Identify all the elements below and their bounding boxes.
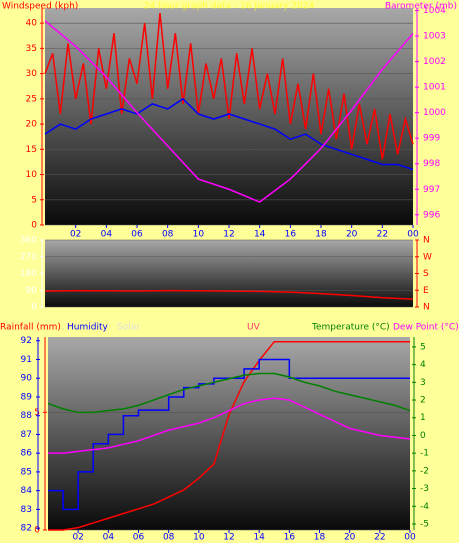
y2-tick-label: 1004 bbox=[423, 6, 446, 16]
y3-tick-label: 91 bbox=[21, 355, 32, 365]
y2-tick-label: 4 bbox=[420, 360, 426, 370]
y-tick-label: 25 bbox=[26, 94, 37, 104]
y2-tick-label: 1000 bbox=[423, 108, 446, 118]
x-tick-label: 06 bbox=[131, 230, 143, 240]
y2-tick-label: 996 bbox=[423, 210, 440, 220]
y2-tick-label: -2 bbox=[420, 466, 429, 476]
x-tick-label: 12 bbox=[223, 230, 234, 240]
y-tick-label: 180 bbox=[20, 269, 37, 279]
x-tick-label: 00 bbox=[404, 533, 416, 543]
x-tick-label: 14 bbox=[254, 230, 266, 240]
series-line bbox=[48, 397, 411, 454]
y2-tick-label: 0 bbox=[420, 431, 426, 441]
y2-tick-label: -5 bbox=[420, 519, 429, 529]
y3-tick-label: 92 bbox=[21, 336, 32, 346]
y2-tick-label: N bbox=[423, 236, 430, 246]
x-tick-label: 02 bbox=[70, 230, 81, 240]
y-tick-label: 20 bbox=[26, 120, 38, 130]
x-tick-label: 22 bbox=[377, 230, 388, 240]
y2-tick-label: S bbox=[423, 269, 429, 279]
x-tick-label: 02 bbox=[72, 533, 83, 543]
y3-tick-label: 87 bbox=[21, 430, 32, 440]
x-tick-label: 08 bbox=[163, 533, 175, 543]
y-tick-label: 0 bbox=[34, 526, 40, 536]
x-tick-label: 08 bbox=[162, 230, 174, 240]
y2-tick-label: 1 bbox=[420, 413, 426, 423]
y-tick-label: 0 bbox=[31, 303, 37, 313]
y-tick-label: 5 bbox=[31, 195, 37, 205]
y2-tick-label: W bbox=[423, 252, 432, 262]
y3-tick-label: 83 bbox=[21, 505, 32, 515]
axis-label: UV bbox=[247, 323, 261, 333]
y-tick-label: 10 bbox=[26, 170, 38, 180]
y-tick-label: 35 bbox=[26, 44, 37, 54]
series-line bbox=[44, 97, 414, 171]
chart-title: 24 hour graph data - 16 January 2024 bbox=[144, 2, 315, 12]
y3-tick-label: 89 bbox=[21, 392, 33, 402]
y3-tick-label: 86 bbox=[21, 449, 33, 459]
y2-tick-label: 997 bbox=[423, 185, 440, 195]
y3-tick-label: 84 bbox=[21, 486, 33, 496]
x-tick-label: 22 bbox=[374, 533, 385, 543]
x-tick-label: 18 bbox=[314, 533, 326, 543]
y2-tick-label: N bbox=[423, 303, 430, 313]
series-line bbox=[48, 340, 410, 531]
y2-tick-label: E bbox=[423, 286, 429, 296]
axis-label: Windspeed (kph) bbox=[2, 2, 78, 12]
x-tick-label: 20 bbox=[346, 230, 358, 240]
y-tick-label: 270 bbox=[20, 252, 37, 262]
x-tick-label: 16 bbox=[284, 533, 296, 543]
x-tick-label: 14 bbox=[253, 533, 265, 543]
series-line bbox=[44, 289, 414, 300]
y-tick-label: 30 bbox=[26, 69, 38, 79]
x-tick-label: 06 bbox=[133, 533, 145, 543]
y2-tick-label: 998 bbox=[423, 159, 440, 169]
y-tick-label: 0 bbox=[31, 221, 37, 231]
series-line bbox=[47, 372, 411, 414]
x-tick-label: 04 bbox=[103, 533, 115, 543]
y-tick-label: 90 bbox=[26, 286, 38, 296]
y2-tick-label: -1 bbox=[420, 449, 429, 459]
y2-tick-label: 3 bbox=[420, 378, 426, 388]
y-tick-label: 360 bbox=[20, 236, 37, 246]
x-tick-label: 20 bbox=[344, 533, 356, 543]
axis-label: Humidity bbox=[67, 323, 108, 333]
plot-background bbox=[48, 337, 410, 530]
x-tick-label: 16 bbox=[285, 230, 297, 240]
y-tick-label: 5 bbox=[34, 408, 40, 418]
y2-tick-label: -4 bbox=[420, 502, 429, 512]
y2-tick-label: 2 bbox=[420, 396, 426, 406]
y3-tick-label: 85 bbox=[21, 467, 32, 477]
axis-label: Barometer (mb) bbox=[385, 2, 457, 12]
x-tick-label: 00 bbox=[407, 230, 419, 240]
y2-tick-label: 999 bbox=[423, 134, 440, 144]
y2-tick-label: 1002 bbox=[423, 57, 446, 67]
y-tick-label: 15 bbox=[26, 145, 37, 155]
y-tick-label: 40 bbox=[26, 19, 38, 29]
axis-label: Dew Point (°C) bbox=[393, 323, 459, 333]
y2-tick-label: -3 bbox=[420, 484, 429, 494]
x-tick-label: 18 bbox=[315, 230, 327, 240]
y3-tick-label: 90 bbox=[21, 374, 33, 384]
y2-tick-label: 1001 bbox=[423, 83, 446, 93]
y2-tick-label: 1003 bbox=[423, 32, 446, 42]
axis-label: Solar bbox=[117, 323, 140, 333]
x-tick-label: 10 bbox=[193, 533, 205, 543]
axis-label: Rainfall (mm) bbox=[0, 323, 61, 333]
y3-tick-label: 82 bbox=[21, 524, 32, 534]
series-line bbox=[44, 20, 414, 203]
x-tick-label: 10 bbox=[193, 230, 205, 240]
x-tick-label: 04 bbox=[101, 230, 113, 240]
y2-tick-label: 5 bbox=[420, 342, 426, 352]
y3-tick-label: 88 bbox=[21, 411, 33, 421]
axis-label: Temperature (°C) bbox=[311, 323, 390, 333]
x-tick-label: 12 bbox=[223, 533, 234, 543]
series-line bbox=[44, 12, 414, 160]
